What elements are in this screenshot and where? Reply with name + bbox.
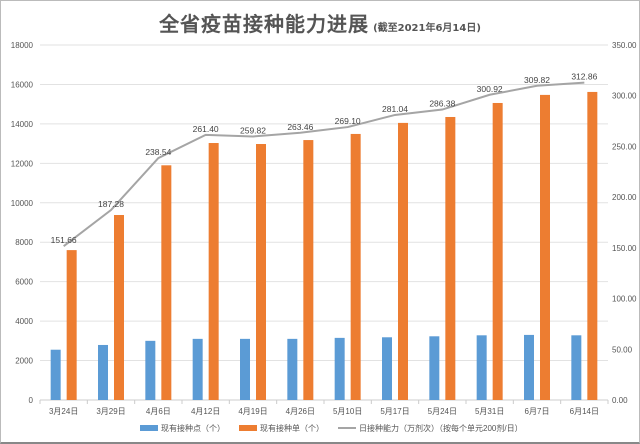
data-label: 312.86 xyxy=(571,72,597,82)
data-label: 238.54 xyxy=(145,147,171,157)
bar-units xyxy=(587,91,598,400)
x-tick-label: 6月14日 xyxy=(570,407,599,416)
left-tick-label: 4000 xyxy=(15,317,33,326)
x-tick-label: 4月19日 xyxy=(238,407,267,416)
left-tick-label: 18000 xyxy=(11,41,34,50)
legend-swatch xyxy=(140,425,158,431)
right-tick-label: 50.00 xyxy=(612,345,633,354)
left-tick-label: 10000 xyxy=(11,199,34,208)
left-tick-label: 16000 xyxy=(11,80,34,89)
x-tick-label: 4月26日 xyxy=(286,407,315,416)
bar-sites xyxy=(524,334,534,400)
x-tick-label: 4月6日 xyxy=(146,407,171,416)
left-tick-label: 12000 xyxy=(11,159,34,168)
left-tick-label: 14000 xyxy=(11,120,34,129)
x-tick-label: 3月24日 xyxy=(49,407,78,416)
chart-title: 全省疫苗接种能力进展 (截至2021年6月14日) xyxy=(0,8,640,37)
data-label: 309.82 xyxy=(524,75,550,85)
bar-units xyxy=(398,122,408,401)
bar-units xyxy=(492,102,503,400)
right-tick-label: 0.00 xyxy=(612,396,628,405)
data-label: 151.66 xyxy=(51,235,77,245)
legend-label: 现有接种单（个） xyxy=(260,423,324,433)
x-tick-label: 5月10日 xyxy=(333,407,362,416)
data-label: 187.28 xyxy=(98,199,124,209)
data-label: 261.40 xyxy=(193,124,219,134)
bar-units xyxy=(445,116,456,400)
x-tick-label: 5月31日 xyxy=(475,407,504,416)
data-label: 263.46 xyxy=(287,122,313,132)
bar-sites xyxy=(287,338,298,400)
legend-swatch xyxy=(239,425,257,431)
left-tick-label: 8000 xyxy=(15,238,33,247)
x-tick-label: 5月17日 xyxy=(380,407,409,416)
bar-units xyxy=(208,143,219,400)
bar-sites xyxy=(50,349,61,400)
bar-sites xyxy=(334,337,345,400)
bar-units xyxy=(66,250,77,400)
legend-label: 日接种能力（万剂次）（按每个单元200剂/日） xyxy=(359,423,523,433)
data-label: 259.82 xyxy=(240,125,266,135)
bar-units xyxy=(303,140,314,401)
right-tick-label: 300.00 xyxy=(612,92,637,101)
bar-sites xyxy=(382,337,392,400)
bar-sites xyxy=(145,340,156,400)
right-tick-label: 200.00 xyxy=(612,193,637,202)
bar-sites xyxy=(192,338,203,400)
right-tick-label: 350.00 xyxy=(612,41,637,50)
left-tick-label: 6000 xyxy=(15,278,33,287)
left-tick-label: 0 xyxy=(29,396,34,405)
left-tick-label: 2000 xyxy=(15,357,33,366)
bar-sites xyxy=(476,335,487,400)
x-tick-label: 4月12日 xyxy=(191,407,220,416)
line-capacity xyxy=(63,81,585,247)
right-tick-label: 250.00 xyxy=(612,142,637,151)
bar-sites xyxy=(98,344,108,400)
x-tick-label: 5月24日 xyxy=(428,407,457,416)
title-main: 全省疫苗接种能力进展 xyxy=(159,12,370,36)
right-tick-label: 150.00 xyxy=(612,244,637,253)
bar-sites xyxy=(429,336,440,400)
legend-label: 现有接种点（个） xyxy=(161,423,225,433)
bar-units xyxy=(114,215,124,400)
bar-sites xyxy=(240,338,250,400)
data-label: 300.92 xyxy=(477,84,503,94)
bar-units xyxy=(256,144,266,400)
data-label: 281.04 xyxy=(382,104,408,114)
bar-units xyxy=(161,165,172,400)
bar-units xyxy=(350,133,361,401)
right-tick-label: 100.00 xyxy=(612,295,637,304)
x-tick-label: 6月7日 xyxy=(525,407,550,416)
data-label: 269.10 xyxy=(335,116,361,126)
bar-units xyxy=(540,94,550,401)
title-subtitle: (截至2021年6月14日) xyxy=(373,23,481,34)
data-label: 286.38 xyxy=(429,99,455,109)
x-tick-label: 3月29日 xyxy=(96,407,125,416)
bar-sites xyxy=(571,335,582,400)
